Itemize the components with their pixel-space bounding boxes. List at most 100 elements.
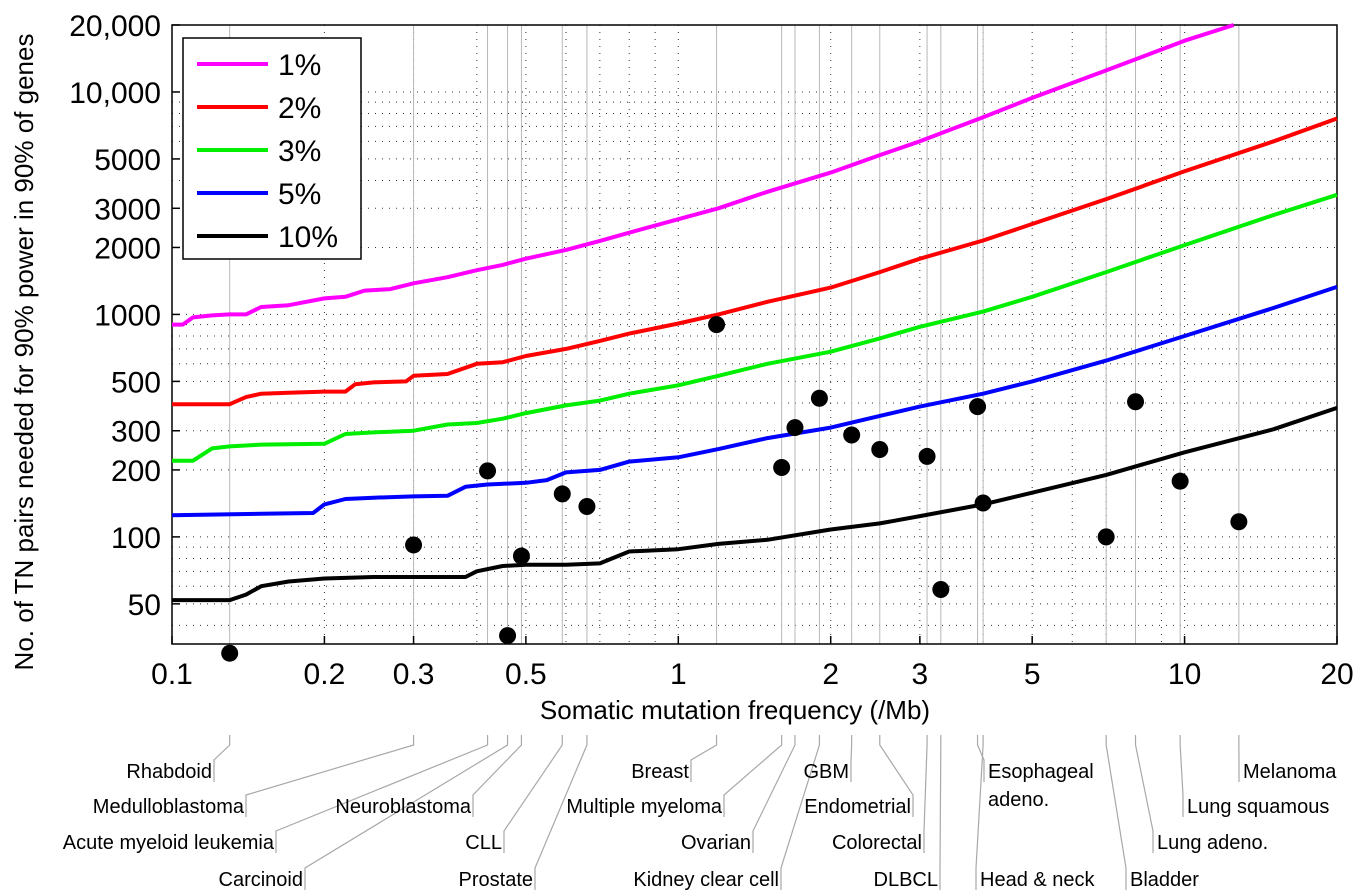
cancer-label-ovarian: Ovarian xyxy=(681,832,751,854)
data-point-head-neck xyxy=(974,494,992,512)
cancer-connector-line xyxy=(939,735,942,890)
cancer-points-layer xyxy=(221,316,1248,662)
y-tick-label: 5000 xyxy=(94,144,161,177)
data-point-kidney-clear-cell xyxy=(810,389,828,407)
cancer-connector-line xyxy=(304,735,509,890)
cancer-label-neuroblastoma: Neuroblastoma xyxy=(335,796,472,818)
cancer-label-acute-myeloid-leukemia: Acute myeloid leukemia xyxy=(63,832,275,854)
cancer-connector-line xyxy=(213,735,231,782)
cancer-label-rhabdoid: Rhabdoid xyxy=(126,761,212,783)
cancer-label-endometrial: Endometrial xyxy=(804,796,911,818)
y-tick-label: 100 xyxy=(111,522,161,555)
cancer-connector-line xyxy=(780,735,821,890)
data-point-neuroblastoma xyxy=(512,547,530,565)
cancer-label-multiple-myeloma: Multiple myeloma xyxy=(566,796,722,818)
data-point-dlbcl xyxy=(932,581,950,599)
cancer-label-melanoma: Melanoma xyxy=(1243,761,1337,783)
plot-area-border xyxy=(171,24,1338,645)
data-point-multiple-myeloma xyxy=(773,459,791,477)
series-line-1 xyxy=(172,23,1235,327)
cancer-label-gbm: GBM xyxy=(803,761,849,783)
x-tick-label: 5 xyxy=(1024,658,1041,691)
cancer-connector-line xyxy=(975,735,984,890)
cancer-label-head-neck: Head & neck xyxy=(980,869,1096,891)
y-tick-label: 2000 xyxy=(94,232,161,265)
legend-label-5: 5% xyxy=(278,178,321,211)
cancer-connector-line xyxy=(850,735,853,782)
cancer-connector-line xyxy=(245,735,415,817)
x-tick-label: 3 xyxy=(912,658,929,691)
y-tick-label: 20,000 xyxy=(69,10,161,43)
series-layer xyxy=(171,23,1338,603)
data-point-breast xyxy=(708,316,726,334)
cancer-connector-line xyxy=(1134,735,1154,853)
data-point-colorectal xyxy=(918,447,936,465)
data-point-rhabdoid xyxy=(221,644,239,662)
y-tick-label: 3000 xyxy=(94,193,161,226)
cancer-label-lung-squamous: Lung squamous xyxy=(1187,796,1329,818)
cancer-connector-line xyxy=(534,735,588,890)
x-axis-label: Somatic mutation frequency (/Mb) xyxy=(540,695,930,725)
cancer-label-colorectal: Colorectal xyxy=(832,832,922,854)
cancer-connector-line xyxy=(472,735,523,817)
data-point-gbm xyxy=(843,426,861,444)
data-point-acute-myeloid-leukemia xyxy=(479,462,497,480)
series-line-5 xyxy=(171,285,1338,518)
y-tick-label: 300 xyxy=(111,416,161,449)
legend-label-2: 2% xyxy=(278,92,321,125)
cancer-connector-line xyxy=(923,735,928,853)
series-line-10 xyxy=(172,406,1338,603)
x-tick-label: 1 xyxy=(670,658,687,691)
cancer-label-kidney-clear-cell: Kidney clear cell xyxy=(633,869,779,891)
y-tick-label: 50 xyxy=(128,589,161,622)
cancer-label-carcinoid: Carcinoid xyxy=(219,869,303,891)
series-line-2 xyxy=(172,116,1338,407)
cancer-label-bladder: Bladder xyxy=(1130,869,1199,891)
data-point-melanoma xyxy=(1230,513,1248,531)
legend-label-10: 10% xyxy=(278,221,338,254)
data-point-endometrial xyxy=(871,441,889,459)
cancer-label-medulloblastoma: Medulloblastoma xyxy=(93,796,245,818)
data-point-ovarian xyxy=(786,419,804,437)
cancer-label-dlbcl: DLBCL xyxy=(874,869,938,891)
y-tick-label: 1000 xyxy=(94,299,161,332)
series-line-3 xyxy=(172,192,1338,463)
data-point-cll xyxy=(553,485,571,503)
x-tick-label: 10 xyxy=(1168,658,1201,691)
data-point-medulloblastoma xyxy=(405,536,423,554)
grid-layer xyxy=(172,25,1337,644)
cancer-label-breast: Breast xyxy=(631,761,689,783)
x-tick-label: 0.2 xyxy=(304,658,346,691)
data-point-prostate xyxy=(578,497,596,515)
cancer-connector-line xyxy=(1105,735,1127,890)
x-tick-label: 2 xyxy=(822,658,839,691)
x-tick-label: 0.5 xyxy=(505,658,547,691)
cancer-connector-line xyxy=(275,735,489,853)
data-point-lung-adeno xyxy=(1127,393,1145,411)
y-tick-label: 500 xyxy=(111,366,161,399)
tick-labels-layer: 0.1 0.2 0.3 0.5 1 2 3 5 10 20 50 100 200 300 500 1000 20… xyxy=(69,10,1353,691)
cancer-connector-line xyxy=(976,735,985,782)
y-tick-label: 200 xyxy=(111,455,161,488)
cancer-connector-line xyxy=(1179,735,1184,817)
cancer-connector-line xyxy=(690,735,718,782)
data-point-carcinoid xyxy=(499,627,517,645)
cancer-labels-layer: Rhabdoid Medulloblastoma Acute myeloid leu… xyxy=(63,735,1337,891)
legend-label-3: 3% xyxy=(278,135,321,168)
plot-frame xyxy=(171,24,1338,645)
legend: 1% 2% 3% 5% 10% xyxy=(182,37,362,260)
legend-label-1: 1% xyxy=(278,49,321,82)
cancer-connector-line xyxy=(723,735,783,817)
y-tick-label: 10,000 xyxy=(69,77,161,110)
cancer-connector-line xyxy=(879,735,914,817)
y-axis-label: No. of TN pairs needed for 90% power in … xyxy=(9,34,39,671)
cancer-label-esophageal-adeno: Esophageal adeno. xyxy=(988,761,1094,811)
x-tick-label: 0.1 xyxy=(151,658,193,691)
cancer-label-prostate: Prostate xyxy=(459,869,533,891)
x-tick-label: 0.3 xyxy=(393,658,435,691)
data-point-bladder xyxy=(1097,528,1115,546)
data-point-lung-squamous xyxy=(1171,472,1189,490)
cancer-connector-line xyxy=(752,735,796,853)
x-tick-label: 20 xyxy=(1320,658,1353,691)
